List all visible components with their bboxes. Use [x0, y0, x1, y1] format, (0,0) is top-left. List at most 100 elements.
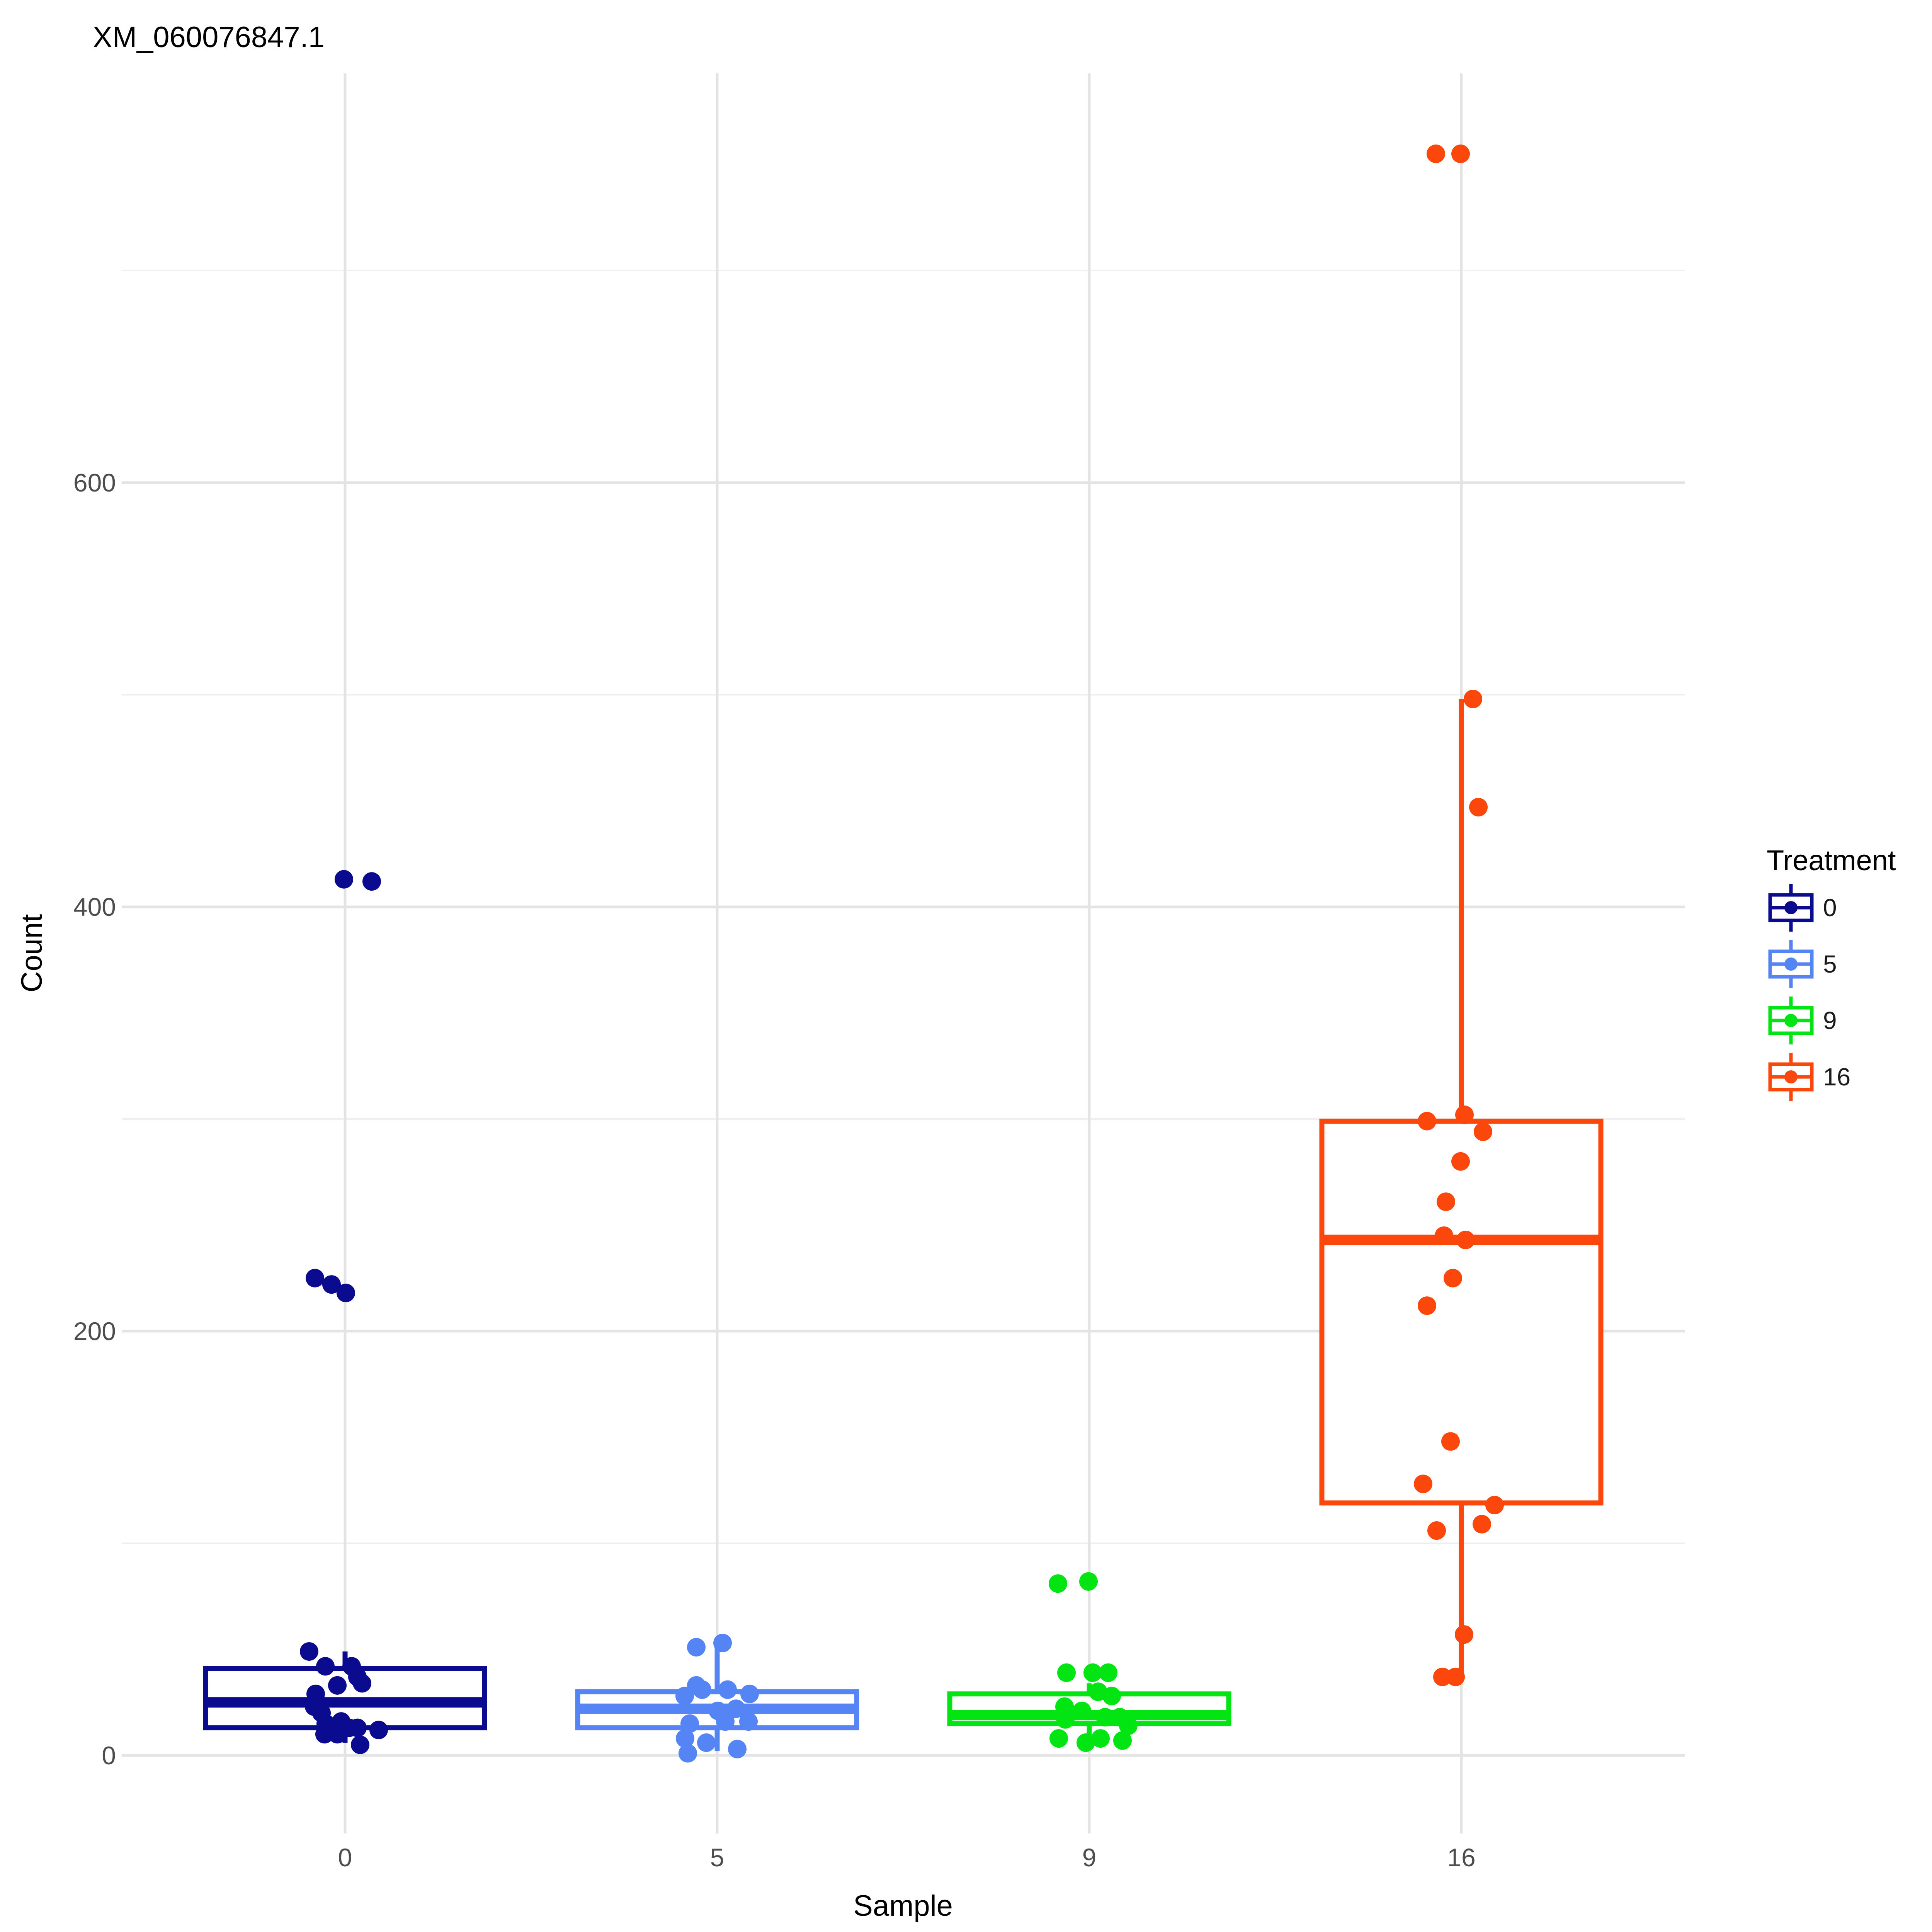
legend: Treatment 0 5 9 16 [1767, 844, 1896, 1101]
jitter-point [739, 1712, 758, 1731]
jitter-point [713, 1634, 732, 1653]
jitter-point [675, 1687, 694, 1706]
chart-title: XM_060076847.1 [93, 21, 325, 54]
jitter-point [369, 1721, 388, 1740]
legend-item-16: 16 [1768, 1053, 1850, 1101]
jitter-point [679, 1744, 697, 1763]
jitter-point [1049, 1574, 1067, 1593]
jitter-point [1446, 1667, 1465, 1686]
x-tick-label: 9 [1082, 1843, 1097, 1872]
legend-item-5: 5 [1768, 940, 1837, 988]
jitter-point [1427, 1521, 1446, 1540]
legend-item-9: 9 [1768, 997, 1837, 1044]
boxplot-group-9 [947, 1572, 1231, 1752]
jitter-point [300, 1642, 318, 1661]
jitter-point [728, 1740, 747, 1759]
jitter-point [348, 1718, 367, 1737]
jitter-point [328, 1725, 347, 1744]
x-tick-labels: 0 5 9 16 [338, 1843, 1476, 1872]
boxplot-group-0 [203, 870, 487, 1754]
legend-item-label: 5 [1823, 950, 1837, 978]
legend-item-label: 0 [1823, 894, 1837, 922]
jitter-point [322, 1275, 341, 1294]
jitter-point [1456, 1230, 1475, 1249]
jitter-point [351, 1735, 369, 1754]
boxplot-group-16 [1319, 145, 1604, 1686]
legend-key-dot [1784, 1014, 1798, 1027]
jitter-point [1441, 1432, 1460, 1451]
jitter-point [1444, 1269, 1462, 1287]
jitter-point [1057, 1663, 1076, 1682]
legend-item-0: 0 [1768, 884, 1837, 932]
jitter-point [1451, 145, 1470, 163]
jitter-point [687, 1638, 706, 1657]
jitter-point [328, 1676, 347, 1695]
jitter-point [716, 1712, 735, 1731]
jitter-point [1056, 1710, 1075, 1729]
jitter-point [1464, 689, 1482, 708]
jitter-point [1418, 1296, 1436, 1315]
y-axis-label: Count [15, 914, 48, 993]
legend-items: 0 5 9 16 [1768, 884, 1850, 1101]
jitter-point [306, 1269, 324, 1287]
jitter-point [1049, 1729, 1068, 1748]
y-tick-label: 200 [73, 1317, 116, 1345]
y-tick-label: 400 [73, 893, 116, 921]
jitter-point [1474, 1122, 1492, 1141]
legend-item-label: 9 [1823, 1007, 1837, 1034]
boxplot-groups [203, 145, 1604, 1763]
legend-item-label: 16 [1823, 1063, 1850, 1091]
gridlines-vertical [344, 73, 1463, 1833]
jitter-point [680, 1714, 699, 1733]
x-tick-label: 5 [710, 1843, 724, 1872]
x-axis-label: Sample [853, 1889, 953, 1922]
jitter-point [1077, 1733, 1095, 1752]
jitter-point [1079, 1572, 1098, 1591]
jitter-point [693, 1680, 711, 1699]
legend-title: Treatment [1767, 844, 1896, 876]
jitter-point [697, 1733, 716, 1752]
jitter-point [1455, 1625, 1473, 1644]
legend-key-dot [1784, 957, 1798, 971]
jitter-point [316, 1657, 335, 1676]
jitter-point [353, 1674, 371, 1693]
jitter-point [1113, 1731, 1132, 1750]
legend-key-dot [1784, 901, 1798, 914]
jitter-point [718, 1680, 737, 1699]
jitter-point [1073, 1701, 1091, 1720]
jitter-point [1119, 1716, 1138, 1735]
boxplot-group-5 [575, 1634, 859, 1763]
x-tick-label: 16 [1447, 1843, 1475, 1872]
jitter-point [1435, 1226, 1453, 1245]
jitter-point [1469, 798, 1488, 816]
jitter-point [1091, 1729, 1110, 1748]
jitter-point [1099, 1663, 1117, 1682]
jitter-point [1102, 1687, 1121, 1706]
box [1319, 1118, 1604, 1506]
jitter-point [315, 1725, 334, 1744]
jitter-point [740, 1684, 759, 1703]
y-tick-label: 0 [102, 1741, 116, 1770]
jitter-point [1414, 1475, 1432, 1493]
jitter-point [1096, 1708, 1114, 1727]
x-tick-label: 0 [338, 1843, 352, 1872]
jitter-point [676, 1729, 694, 1748]
jitter-point [1418, 1112, 1436, 1131]
y-tick-label: 600 [73, 468, 116, 497]
jitter-point [362, 872, 381, 891]
jitter-point [1485, 1496, 1504, 1515]
legend-key-dot [1784, 1070, 1798, 1083]
jitter-point [1455, 1105, 1474, 1124]
y-tick-labels: 0 200 400 600 [73, 468, 116, 1770]
jitter-point [1083, 1663, 1102, 1682]
jitter-point [1451, 1152, 1470, 1171]
jitter-point [335, 870, 353, 889]
jitter-point [1473, 1515, 1491, 1534]
jitter-point [727, 1699, 745, 1718]
jitter-point [1433, 1667, 1452, 1686]
jitter-point [1437, 1192, 1455, 1211]
jitter-point [337, 1284, 355, 1303]
jitter-point [1427, 145, 1445, 163]
